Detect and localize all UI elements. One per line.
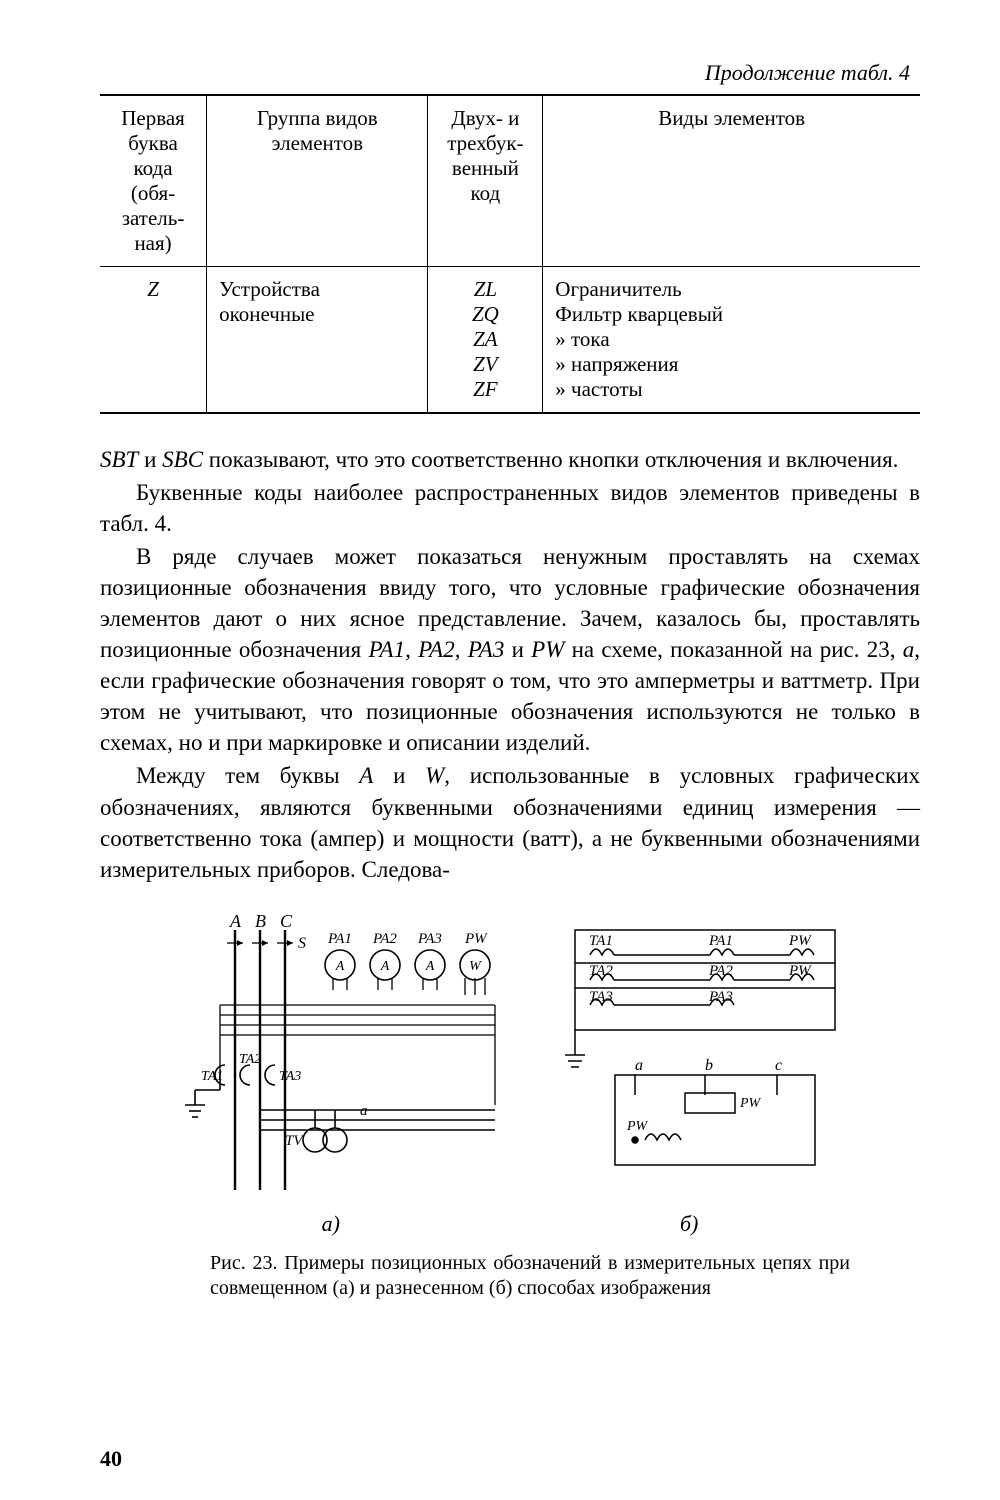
label-b-PW1: PW bbox=[788, 933, 812, 949]
svg-text:A: A bbox=[380, 959, 390, 974]
paragraph-1: SBT и SBC показывают, что это соответств… bbox=[100, 444, 920, 475]
label-b-PA1: PA1 bbox=[708, 933, 733, 949]
subfig-a: a) bbox=[322, 1211, 340, 1237]
page: Продолжение табл. 4 Первая буква кода (о… bbox=[0, 0, 1000, 1500]
label-PA3: PA3 bbox=[417, 931, 442, 947]
svg-text:W: W bbox=[469, 959, 482, 974]
text: Между тем буквы bbox=[136, 763, 359, 788]
type-line: Фильтр кварцевый bbox=[555, 302, 908, 327]
letter-a: A bbox=[359, 763, 373, 788]
paragraph-2: Буквенные коды наиболее распространенных… bbox=[100, 477, 920, 539]
fig-ref-a: a bbox=[903, 637, 915, 662]
label-c: c bbox=[775, 1057, 782, 1074]
type-line: » тока bbox=[555, 327, 908, 352]
page-number: 40 bbox=[100, 1446, 122, 1472]
code-line: ZQ bbox=[440, 302, 530, 327]
codes-table: Первая буква кода (обя-затель-ная) Групп… bbox=[100, 94, 920, 414]
code-line: ZA bbox=[440, 327, 530, 352]
type-line: Ограничитель bbox=[555, 277, 908, 302]
code-sbc: SBC bbox=[162, 447, 203, 472]
type-line: » напряжения bbox=[555, 352, 908, 377]
label-b-TA3: TA3 bbox=[589, 989, 613, 1005]
label-PW-bottom: PW bbox=[626, 1119, 649, 1134]
label-b-PA2: PA2 bbox=[708, 963, 733, 979]
svg-text:A: A bbox=[425, 959, 435, 974]
code-line: ZL bbox=[440, 277, 530, 302]
schematic-b: a b c PW PW TA1 PA1 PW T bbox=[555, 915, 855, 1205]
label-TV: TV bbox=[285, 1133, 304, 1149]
cell-first-letter: Z bbox=[100, 267, 207, 414]
label-b-PA3: PA3 bbox=[708, 989, 733, 1005]
label-S: S bbox=[298, 935, 306, 952]
paragraph-4: Между тем буквы A и W, использованные в … bbox=[100, 760, 920, 884]
label-C: C bbox=[280, 915, 293, 931]
code-line: ZF bbox=[440, 377, 530, 402]
body-text: SBT и SBC показывают, что это соответств… bbox=[100, 444, 920, 885]
cell-codes: ZL ZQ ZA ZV ZF bbox=[428, 267, 543, 414]
svg-text:A: A bbox=[335, 959, 345, 974]
label-b-PW2: PW bbox=[788, 963, 812, 979]
code-pw: PW bbox=[531, 637, 564, 662]
label-A: A bbox=[229, 915, 242, 931]
figure-caption: Рис. 23. Примеры позиционных обозначений… bbox=[210, 1251, 850, 1301]
col-header-4: Виды элементов bbox=[543, 95, 920, 267]
text: и bbox=[504, 637, 531, 662]
table-row: Z Устройства оконечные ZL ZQ ZA ZV ZF Ог… bbox=[100, 267, 920, 414]
cell-group: Устройства оконечные bbox=[207, 267, 428, 414]
letter-w: W bbox=[425, 763, 444, 788]
subfig-b: б) bbox=[680, 1211, 698, 1237]
table-header-row: Первая буква кода (обя-затель-ная) Групп… bbox=[100, 95, 920, 267]
type-line: » частоты bbox=[555, 377, 908, 402]
figure-23: A B C S A A A W bbox=[100, 915, 920, 1205]
subfigure-labels: a) б) bbox=[100, 1211, 920, 1237]
label-alpha: a bbox=[360, 1103, 368, 1119]
paragraph-3: В ряде случаев может показаться ненужным… bbox=[100, 541, 920, 758]
label-TA2: TA2 bbox=[239, 1052, 261, 1067]
label-b-TA2: TA2 bbox=[589, 963, 613, 979]
label-B: B bbox=[255, 915, 266, 931]
label-PA2: PA2 bbox=[372, 931, 397, 947]
col-header-3: Двух- и трехбук-венный код bbox=[428, 95, 543, 267]
label-PW: PW bbox=[464, 931, 488, 947]
label-TA3: TA3 bbox=[279, 1069, 301, 1084]
col-header-2: Группа видов элементов bbox=[207, 95, 428, 267]
label-b: b bbox=[705, 1057, 713, 1074]
label-b-TA1: TA1 bbox=[589, 933, 613, 949]
schematic-a: A B C S A A A W bbox=[165, 915, 525, 1205]
code-line: ZV bbox=[440, 352, 530, 377]
label-PA1: PA1 bbox=[327, 931, 352, 947]
table-continuation-label: Продолжение табл. 4 bbox=[100, 60, 920, 86]
codes-pa: PA1, PA2, PA3 bbox=[368, 637, 504, 662]
label-PW-inner: PW bbox=[739, 1096, 762, 1111]
text: и bbox=[373, 763, 425, 788]
text: показывают, что это соответственно кнопк… bbox=[203, 447, 898, 472]
col-header-1: Первая буква кода (обя-затель-ная) bbox=[100, 95, 207, 267]
label-a: a bbox=[635, 1057, 643, 1074]
cell-types: Ограничитель Фильтр кварцевый » тока » н… bbox=[543, 267, 920, 414]
text: и bbox=[138, 447, 162, 472]
text: на схеме, показанной на рис. 23, bbox=[564, 637, 902, 662]
code-sbt: SBT bbox=[100, 447, 138, 472]
